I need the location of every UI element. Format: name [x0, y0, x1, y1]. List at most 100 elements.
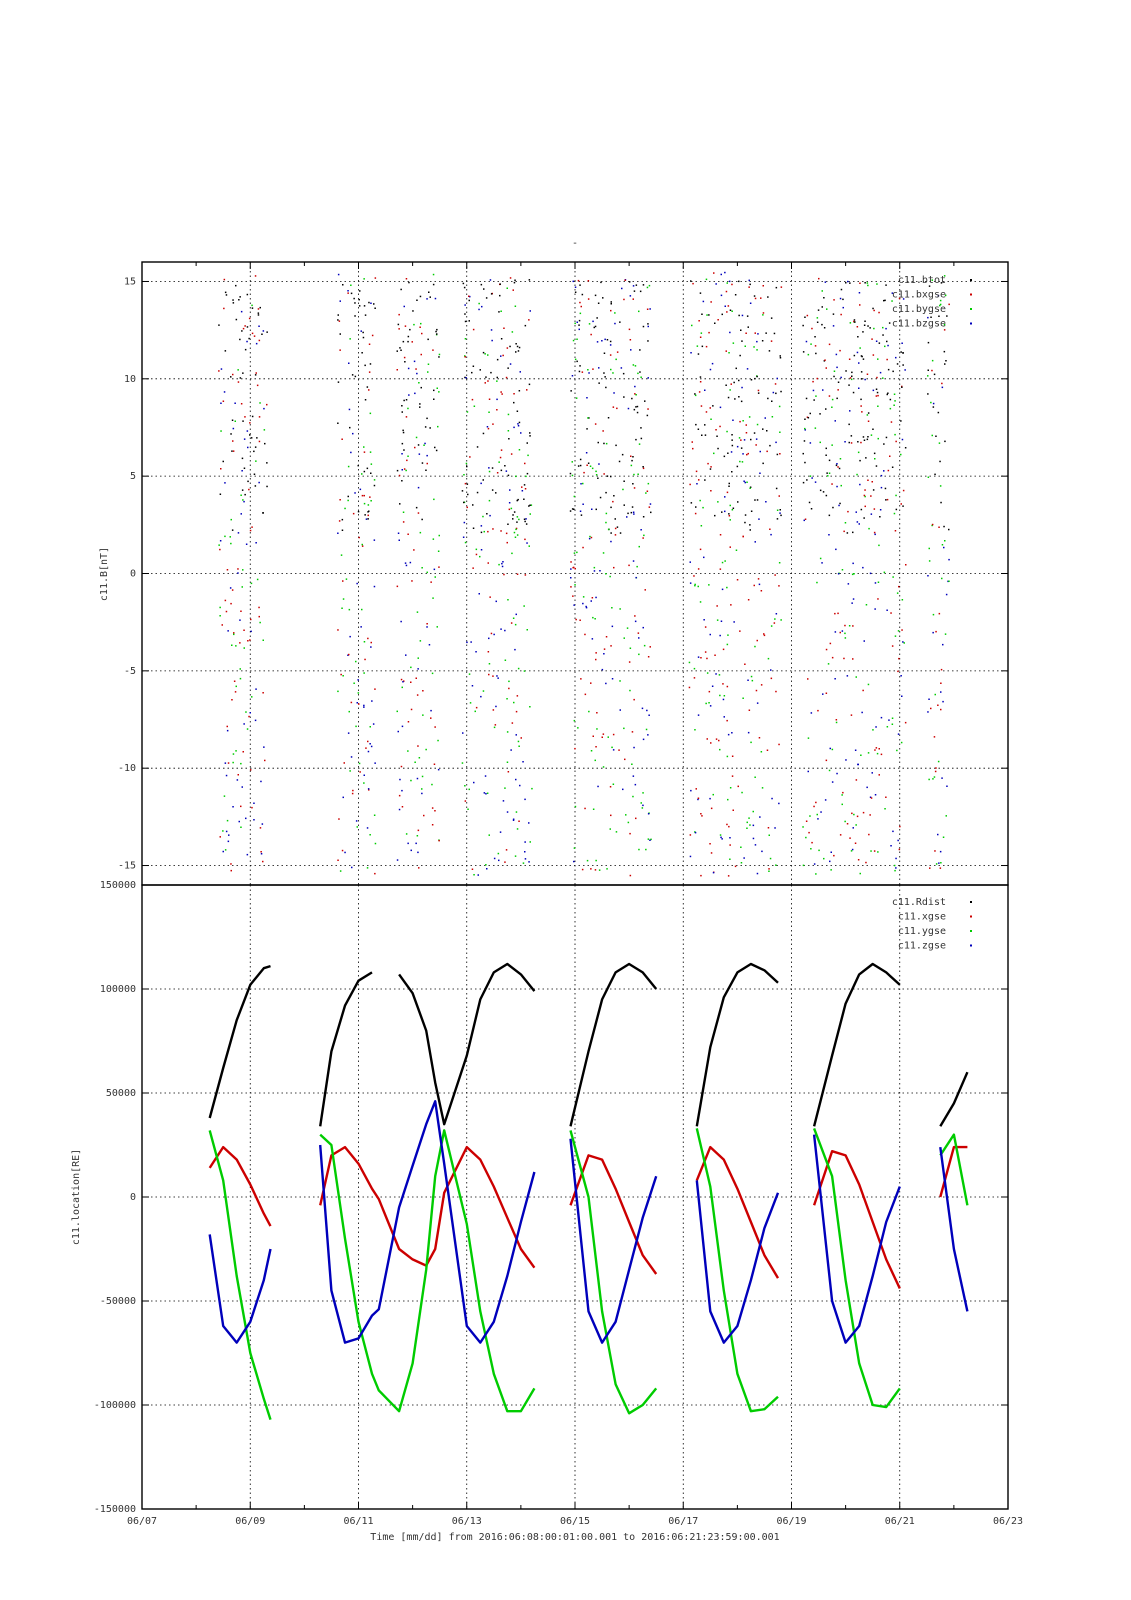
field-sample-point — [753, 432, 756, 434]
field-sample-point — [592, 808, 595, 810]
field-sample-point — [243, 500, 245, 503]
field-sample-point — [230, 863, 232, 865]
field-sample-point — [349, 338, 351, 340]
field-sample-point — [860, 441, 862, 444]
field-sample-point — [222, 830, 224, 832]
field-sample-point — [728, 352, 730, 354]
field-sample-point — [746, 827, 748, 829]
field-sample-point — [520, 737, 522, 739]
field-sample-point — [488, 398, 491, 400]
field-sample-point — [243, 467, 246, 469]
field-sample-point — [886, 609, 888, 611]
field-sample-point — [696, 483, 698, 485]
field-sample-point — [894, 433, 896, 436]
field-sample-point — [813, 863, 816, 865]
field-sample-point — [893, 512, 896, 515]
field-sample-point — [413, 549, 415, 551]
field-sample-point — [357, 692, 360, 694]
field-sample-point — [251, 332, 254, 335]
field-sample-point — [739, 354, 741, 357]
field-sample-point — [632, 298, 634, 300]
field-sample-point — [763, 633, 765, 635]
field-sample-point — [756, 423, 759, 426]
field-sample-point — [419, 295, 422, 298]
field-sample-point — [247, 640, 249, 642]
field-sample-point — [610, 475, 612, 478]
field-sample-point — [484, 353, 486, 355]
field-sample-point — [251, 806, 253, 809]
field-sample-point — [895, 857, 897, 860]
field-sample-point — [349, 426, 351, 429]
field-sample-point — [627, 821, 630, 824]
field-sample-point — [751, 679, 754, 682]
field-sample-point — [710, 742, 712, 744]
field-sample-point — [337, 422, 339, 424]
field-sample-point — [402, 340, 405, 343]
field-sample-point — [464, 376, 466, 379]
field-sample-point — [633, 408, 636, 411]
field-sample-point — [599, 570, 601, 572]
field-sample-point — [374, 307, 376, 309]
field-sample-point — [226, 819, 229, 822]
field-sample-point — [873, 327, 875, 330]
field-sample-point — [222, 460, 224, 463]
field-sample-point — [237, 568, 239, 570]
field-sample-point — [775, 487, 778, 490]
field-sample-point — [523, 605, 525, 607]
field-sample-point — [944, 363, 946, 365]
field-sample-point — [358, 305, 361, 307]
field-sample-point — [829, 642, 832, 645]
field-sample-point — [464, 355, 466, 357]
field-sample-point — [524, 798, 526, 801]
field-sample-point — [432, 349, 434, 351]
field-sample-point — [731, 755, 734, 757]
field-sample-point — [804, 461, 806, 464]
field-sample-point — [224, 762, 227, 764]
field-sample-point — [893, 393, 896, 395]
field-sample-point — [579, 312, 582, 315]
field-sample-point — [580, 678, 582, 680]
field-sample-point — [363, 774, 365, 776]
field-sample-point — [804, 427, 806, 430]
field-sample-point — [704, 434, 707, 436]
field-sample-point — [415, 436, 418, 439]
field-sample-point — [902, 489, 905, 492]
field-sample-point — [219, 540, 222, 542]
field-sample-point — [944, 440, 946, 443]
field-sample-point — [929, 867, 931, 869]
field-sample-point — [587, 280, 590, 282]
field-sample-point — [256, 578, 259, 581]
field-sample-point — [823, 857, 825, 860]
field-sample-point — [408, 394, 410, 396]
field-sample-point — [874, 608, 876, 610]
field-sample-point — [705, 278, 708, 281]
field-sample-point — [625, 814, 627, 816]
field-sample-point — [874, 458, 876, 460]
field-sample-point — [860, 508, 863, 511]
field-sample-point — [690, 502, 693, 504]
field-sample-point — [481, 305, 483, 308]
field-sample-point — [830, 851, 832, 853]
field-sample-point — [402, 429, 404, 432]
field-sample-point — [847, 510, 849, 513]
field-sample-point — [630, 464, 633, 467]
field-sample-point — [715, 673, 717, 675]
field-sample-point — [422, 690, 424, 692]
field-sample-point — [234, 691, 237, 693]
field-sample-point — [492, 675, 494, 677]
field-sample-point — [633, 513, 635, 515]
field-sample-point — [762, 462, 764, 465]
field-sample-point — [863, 517, 865, 519]
field-sample-point — [876, 283, 878, 285]
field-sample-point — [836, 463, 838, 465]
field-sample-point — [839, 834, 842, 836]
field-sample-point — [612, 372, 614, 374]
field-sample-point — [361, 473, 363, 475]
field-sample-point — [397, 323, 400, 326]
field-sample-point — [416, 694, 419, 696]
field-sample-point — [438, 356, 440, 358]
field-sample-point — [616, 351, 619, 353]
field-sample-point — [529, 706, 531, 708]
field-sample-point — [731, 283, 733, 286]
field-sample-point — [416, 777, 419, 780]
